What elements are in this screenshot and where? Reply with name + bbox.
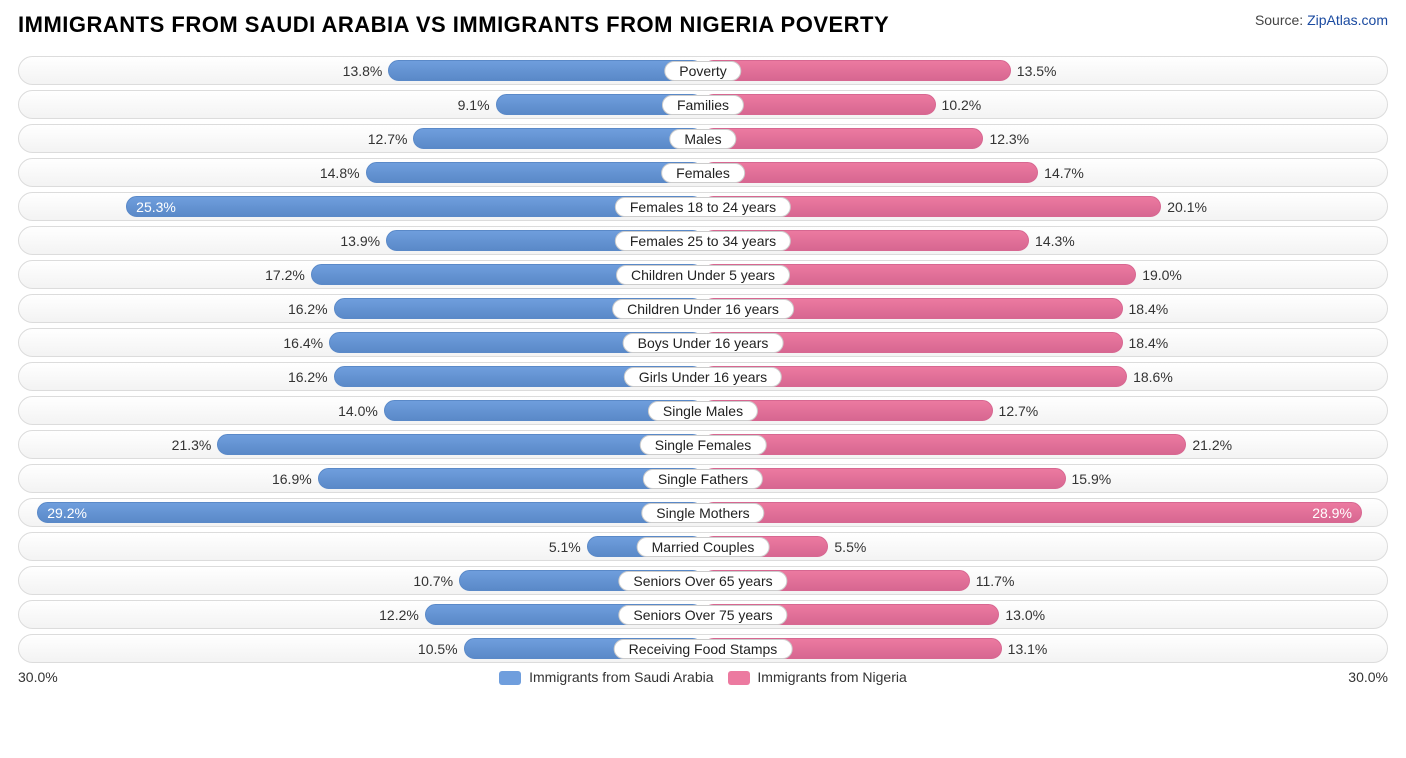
value-left: 5.1% (549, 539, 581, 555)
category-label: Single Mothers (641, 503, 764, 523)
bar-right (703, 502, 1362, 523)
legend-label-left: Immigrants from Saudi Arabia (529, 669, 713, 685)
chart-row: 16.4% 18.4% Boys Under 16 years (18, 328, 1388, 357)
value-left: 9.1% (458, 97, 490, 113)
category-label: Males (669, 129, 736, 149)
value-left: 10.5% (418, 641, 458, 657)
category-label: Single Females (640, 435, 767, 455)
chart-row: 16.2% 18.4% Children Under 16 years (18, 294, 1388, 323)
value-right: 18.4% (1129, 335, 1169, 351)
page-title: IMMIGRANTS FROM SAUDI ARABIA VS IMMIGRAN… (18, 12, 889, 38)
category-label: Receiving Food Stamps (614, 639, 793, 659)
value-left: 25.3% (136, 199, 176, 215)
legend-label-right: Immigrants from Nigeria (757, 669, 906, 685)
legend-swatch-right (728, 671, 750, 685)
value-left: 12.7% (368, 131, 408, 147)
value-left: 14.0% (338, 403, 378, 419)
category-label: Girls Under 16 years (624, 367, 782, 387)
chart-row: 21.3% 21.2% Single Females (18, 430, 1388, 459)
bar-left (388, 60, 703, 81)
source-link[interactable]: ZipAtlas.com (1307, 12, 1388, 28)
bar-left (217, 434, 703, 455)
legend: Immigrants from Saudi Arabia Immigrants … (499, 669, 907, 685)
value-left: 17.2% (265, 267, 305, 283)
category-label: Boys Under 16 years (623, 333, 784, 353)
value-right: 14.7% (1044, 165, 1084, 181)
value-right: 13.0% (1005, 607, 1045, 623)
chart-row: 9.1% 10.2% Families (18, 90, 1388, 119)
chart-row: 13.9% 14.3% Females 25 to 34 years (18, 226, 1388, 255)
category-label: Females 18 to 24 years (615, 197, 791, 217)
diverging-bar-chart: 13.8%13.5%Poverty9.1%10.2%Families12.7%1… (18, 56, 1388, 663)
value-left: 16.9% (272, 471, 312, 487)
chart-footer: 30.0% Immigrants from Saudi Arabia Immig… (18, 669, 1388, 685)
category-label: Single Fathers (643, 469, 763, 489)
value-right: 20.1% (1167, 199, 1207, 215)
category-label: Families (662, 95, 744, 115)
bar-left (37, 502, 703, 523)
value-right: 10.2% (942, 97, 982, 113)
chart-row: 10.7% 11.7% Seniors Over 65 years (18, 566, 1388, 595)
bar-right (703, 128, 983, 149)
value-right: 13.5% (1017, 63, 1057, 79)
bar-right (703, 60, 1011, 81)
axis-right-max: 30.0% (1348, 669, 1388, 685)
chart-row: 14.0% 12.7% Single Males (18, 396, 1388, 425)
value-right: 13.1% (1008, 641, 1048, 657)
value-right: 18.4% (1129, 301, 1169, 317)
category-label: Children Under 5 years (616, 265, 790, 285)
bar-left (413, 128, 703, 149)
legend-swatch-left (499, 671, 521, 685)
value-left: 16.2% (288, 301, 328, 317)
header: IMMIGRANTS FROM SAUDI ARABIA VS IMMIGRAN… (18, 12, 1388, 38)
value-left: 12.2% (379, 607, 419, 623)
value-right: 18.6% (1133, 369, 1173, 385)
chart-row: 14.8% 14.7% Females (18, 158, 1388, 187)
legend-item-left: Immigrants from Saudi Arabia (499, 669, 713, 685)
value-left: 29.2% (47, 505, 87, 521)
value-left: 13.8% (343, 63, 383, 79)
bar-right (703, 162, 1038, 183)
value-right: 19.0% (1142, 267, 1182, 283)
category-label: Single Males (648, 401, 758, 421)
value-right: 14.3% (1035, 233, 1075, 249)
chart-row: 5.1% 5.5% Married Couples (18, 532, 1388, 561)
chart-row: 10.5% 13.1% Receiving Food Stamps (18, 634, 1388, 663)
category-label: Married Couples (637, 537, 770, 557)
value-left: 16.2% (288, 369, 328, 385)
chart-row: 13.8% 13.5% Poverty (18, 56, 1388, 85)
category-label: Females (661, 163, 745, 183)
value-left: 14.8% (320, 165, 360, 181)
chart-row: 12.7% 12.3% Males (18, 124, 1388, 153)
chart-row: 16.9% 15.9% Single Fathers (18, 464, 1388, 493)
chart-row: 12.2% 13.0% Seniors Over 75 years (18, 600, 1388, 629)
chart-row: 25.3% 20.1% Females 18 to 24 years (18, 192, 1388, 221)
category-label: Seniors Over 75 years (618, 605, 787, 625)
value-right: 11.7% (976, 573, 1015, 589)
value-left: 16.4% (283, 335, 323, 351)
category-label: Poverty (664, 61, 741, 81)
category-label: Seniors Over 65 years (618, 571, 787, 591)
legend-item-right: Immigrants from Nigeria (728, 669, 907, 685)
value-right: 28.9% (1312, 505, 1352, 521)
bar-right (703, 434, 1186, 455)
axis-left-max: 30.0% (18, 669, 58, 685)
value-right: 5.5% (834, 539, 866, 555)
bar-left (366, 162, 703, 183)
value-right: 12.7% (999, 403, 1039, 419)
value-right: 12.3% (989, 131, 1029, 147)
category-label: Children Under 16 years (612, 299, 794, 319)
chart-row: 16.2% 18.6% Girls Under 16 years (18, 362, 1388, 391)
value-right: 21.2% (1192, 437, 1232, 453)
chart-row: 29.2% 28.9% Single Mothers (18, 498, 1388, 527)
value-left: 21.3% (172, 437, 212, 453)
value-left: 10.7% (413, 573, 453, 589)
value-right: 15.9% (1072, 471, 1112, 487)
value-left: 13.9% (340, 233, 380, 249)
category-label: Females 25 to 34 years (615, 231, 791, 251)
chart-row: 17.2% 19.0% Children Under 5 years (18, 260, 1388, 289)
source-label: Source: (1255, 12, 1303, 28)
source-line: Source: ZipAtlas.com (1255, 12, 1388, 28)
